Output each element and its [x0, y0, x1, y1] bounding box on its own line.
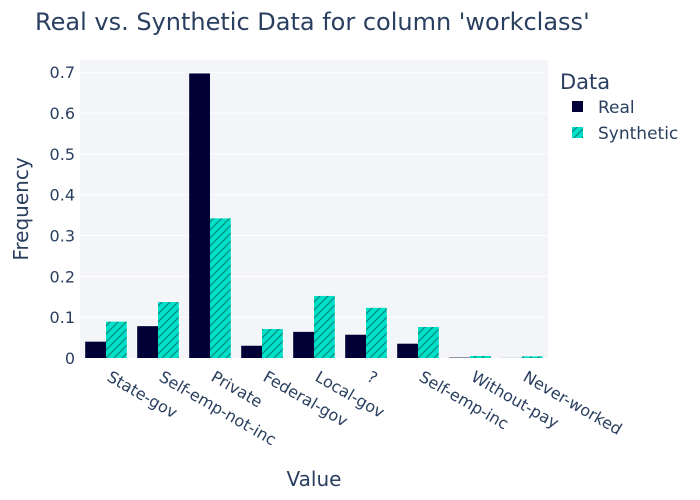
bar-synthetic-never-worked[interactable] — [522, 356, 543, 358]
bar-synthetic-self-emp-not-inc[interactable] — [158, 302, 179, 358]
legend-swatch-real — [572, 101, 583, 112]
bar-real-federal-gov[interactable] — [241, 345, 262, 358]
bar-synthetic-self-emp-inc[interactable] — [418, 326, 439, 358]
bar-real-self-emp-not-inc[interactable] — [137, 326, 158, 358]
legend-swatch-synthetic — [572, 127, 583, 138]
y-tick-label: 0 — [65, 349, 75, 368]
y-axis-ticks: 0 0.1 0.2 0.3 0.4 0.5 0.6 0.7 — [50, 63, 75, 368]
bar-real-unknown[interactable] — [345, 334, 366, 358]
y-tick-label: 0.1 — [50, 308, 75, 327]
bar-synthetic-federal-gov[interactable] — [262, 329, 283, 358]
legend-label-real: Real — [598, 98, 635, 118]
y-tick-label: 0.3 — [50, 227, 75, 246]
bar-synthetic-private[interactable] — [210, 218, 231, 358]
x-axis-title: Value — [287, 467, 342, 491]
x-tick-label: ? — [364, 367, 381, 388]
y-tick-label: 0.4 — [50, 186, 75, 205]
y-tick-label: 0.2 — [50, 267, 75, 286]
legend-item-synthetic[interactable]: Synthetic — [572, 124, 678, 144]
legend: Data Real Synthetic — [560, 70, 678, 144]
x-axis-ticks: State-govSelf-emp-not-incPrivateFederal-… — [104, 367, 625, 449]
bar-real-local-gov[interactable] — [293, 331, 314, 358]
bar-synthetic-local-gov[interactable] — [314, 295, 335, 358]
bar-real-private[interactable] — [189, 73, 210, 358]
y-tick-label: 0.7 — [50, 63, 75, 82]
bar-synthetic-unknown[interactable] — [366, 307, 387, 358]
bars[interactable] — [85, 73, 543, 358]
legend-item-real[interactable]: Real — [572, 98, 635, 118]
bar-real-self-emp-inc[interactable] — [397, 343, 418, 358]
y-tick-label: 0.6 — [50, 104, 75, 123]
bar-synthetic-without-pay[interactable] — [470, 355, 491, 358]
y-axis-title: Frequency — [9, 157, 33, 260]
legend-label-synthetic: Synthetic — [598, 124, 678, 144]
y-tick-label: 0.5 — [50, 145, 75, 164]
legend-title: Data — [560, 70, 610, 94]
chart-title: Real vs. Synthetic Data for column 'work… — [35, 8, 590, 36]
bar-real-state-gov[interactable] — [85, 341, 106, 358]
bar-synthetic-state-gov[interactable] — [106, 321, 127, 358]
